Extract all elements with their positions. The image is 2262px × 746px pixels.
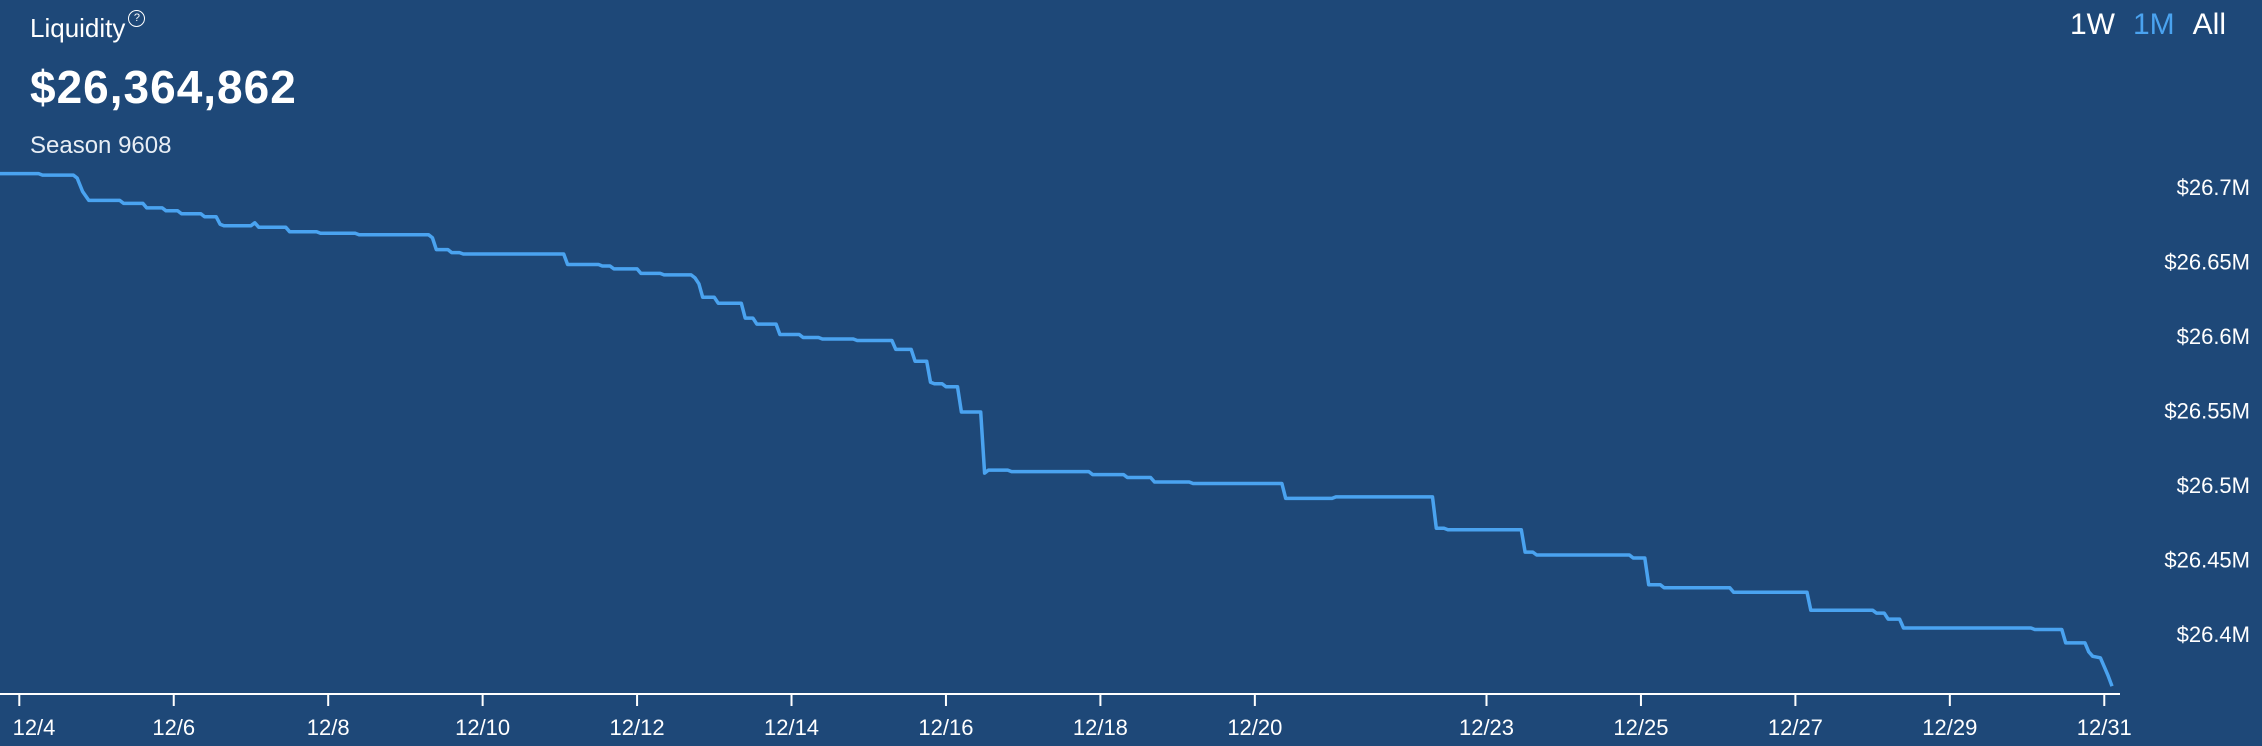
range-tabs: 1W 1M All [2070,8,2226,42]
x-tick-label: 12/31 [2077,715,2132,740]
x-tick-label: 12/29 [1922,715,1977,740]
x-tick-label: 12/16 [918,715,973,740]
x-tick-label: 12/8 [307,715,350,740]
series-line [0,171,2114,687]
x-tick-label: 12/25 [1613,715,1668,740]
range-tab-all[interactable]: All [2192,8,2226,41]
y-tick-label: $26.6M [2177,324,2250,349]
help-circle-icon[interactable]: ? [128,10,146,27]
x-tick-label: 12/4 [13,715,56,740]
x-tick-label: 12/20 [1227,715,1282,740]
season-label: Season 9608 [30,132,172,159]
y-tick-label: $26.5M [2177,473,2250,498]
x-axis: 12/4 12/6 12/8 12/10 12/12 12/14 12/16 12/18 12/… [0,693,2132,740]
y-tick-label: $26.65M [2164,250,2250,275]
range-tab-1m[interactable]: 1M [2132,8,2175,41]
x-tick-label: 12/18 [1073,715,1128,740]
x-tick-label: 12/12 [610,715,665,740]
y-tick-label: $26.7M [2177,175,2250,200]
x-tick-label: 12/6 [152,715,195,740]
range-tab-1w[interactable]: 1W [2069,8,2115,41]
y-tick-label: $26.4M [2177,622,2250,647]
x-tick-label: 12/10 [455,715,510,740]
y-tick-label: $26.45M [2164,548,2250,573]
liquidity-value: $26,364,862 [30,61,297,113]
chart-title: Liquidity [30,13,126,43]
y-tick-label: $26.55M [2164,399,2250,424]
y-axis: $26.4M $26.45M $26.5M $26.55M $26.6M $26.65M $… [2164,175,2250,647]
header: Liquidity ? $26,364,862 Season 9608 [30,10,297,160]
x-tick-label: 12/27 [1768,715,1823,740]
title-row: Liquidity ? [30,10,297,46]
x-tick-label: 12/23 [1459,715,1514,740]
x-tick-label: 12/14 [764,715,819,740]
